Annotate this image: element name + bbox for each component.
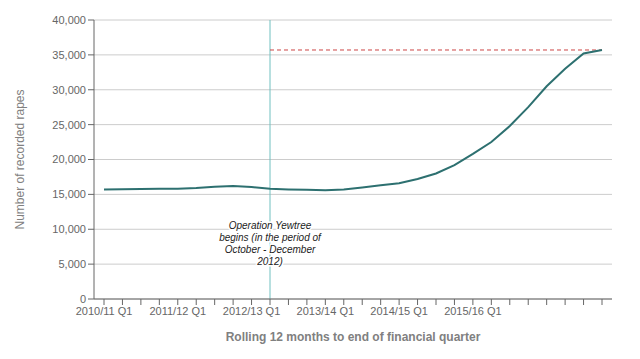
svg-text:40,000: 40,000 (52, 14, 86, 26)
svg-text:Rolling 12 months to end of fi: Rolling 12 months to end of financial qu… (226, 330, 481, 344)
svg-text:10,000: 10,000 (52, 223, 86, 235)
svg-text:20,000: 20,000 (52, 153, 86, 165)
svg-text:2010/11 Q1: 2010/11 Q1 (76, 305, 133, 317)
svg-text:2014/15 Q1: 2014/15 Q1 (370, 305, 428, 317)
svg-text:2011/12 Q1: 2011/12 Q1 (149, 305, 206, 317)
svg-text:Operation Yewtreebegins (in th: Operation Yewtreebegins (in the period o… (219, 220, 322, 267)
svg-text:35,000: 35,000 (52, 49, 86, 61)
svg-text:2013/14 Q1: 2013/14 Q1 (297, 305, 355, 317)
svg-text:5,000: 5,000 (58, 258, 86, 270)
svg-text:25,000: 25,000 (52, 119, 86, 131)
svg-text:0: 0 (80, 293, 86, 305)
svg-text:15,000: 15,000 (52, 188, 86, 200)
svg-text:2012/13 Q1: 2012/13 Q1 (223, 305, 281, 317)
svg-text:30,000: 30,000 (52, 84, 86, 96)
svg-text:2015/16 Q1: 2015/16 Q1 (444, 305, 502, 317)
svg-text:Number of recorded rapes: Number of recorded rapes (13, 89, 27, 229)
